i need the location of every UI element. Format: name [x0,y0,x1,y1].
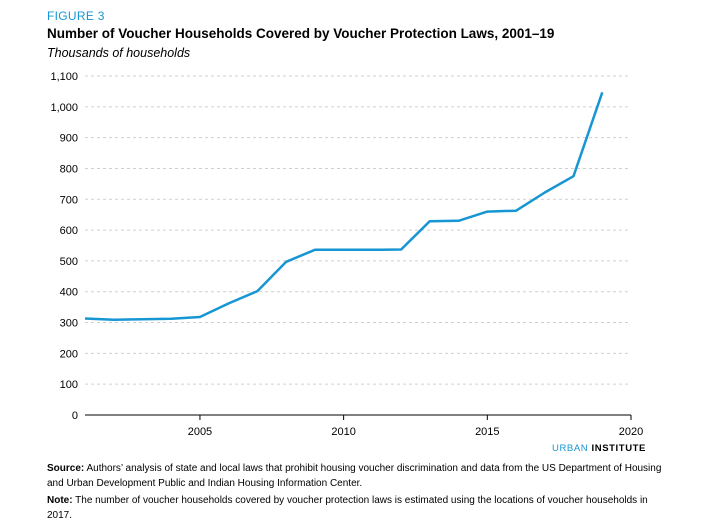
y-axis-ticks: 0 100 200 300 400 500 600 700 800 900 1,000 1,100 [50,71,78,422]
y-tick-label: 1,000 [50,102,78,114]
source-label: Source: [47,463,85,474]
y-tick-label: 500 [60,256,78,268]
note-label: Note: [47,495,73,506]
source-note: Source: Authors’ analysis of state and l… [47,461,667,491]
brand-light: URBAN [552,443,589,454]
x-tick-label: 2020 [619,426,643,438]
y-tick-label: 400 [60,287,78,299]
grid-lines [85,75,631,416]
chart-title: Number of Voucher Households Covered by … [47,26,555,41]
x-tick-label: 2005 [188,426,212,438]
y-tick-label: 700 [60,194,78,206]
x-tick-label: 2015 [475,426,499,438]
y-tick-label: 200 [60,348,78,360]
line-chart: 0 100 200 300 400 500 600 700 800 900 1,000 1,100 2… [50,71,643,438]
note-text: The number of voucher households covered… [47,495,648,521]
source-text: Authors’ analysis of state and local law… [47,463,662,489]
y-tick-label: 800 [60,163,78,175]
y-tick-label: 1,100 [50,71,78,83]
y-tick-label: 100 [60,379,78,391]
note: Note: The number of voucher households c… [47,493,667,523]
y-tick-label: 300 [60,318,78,330]
chart-subtitle: Thousands of households [47,46,191,60]
series-layer [84,91,604,322]
series-line [84,91,604,322]
brand-logo: URBAN INSTITUTE [552,443,646,454]
y-tick-label: 0 [72,410,78,422]
x-axis-ticks: 2005 2010 2015 2020 [188,415,643,438]
brand-bold: INSTITUTE [591,443,646,454]
y-tick-label: 900 [60,133,78,145]
notes-block: Source: Authors’ analysis of state and l… [47,461,667,525]
x-tick-label: 2010 [331,426,355,438]
figure-label: FIGURE 3 [47,9,105,23]
y-tick-label: 600 [60,225,78,237]
